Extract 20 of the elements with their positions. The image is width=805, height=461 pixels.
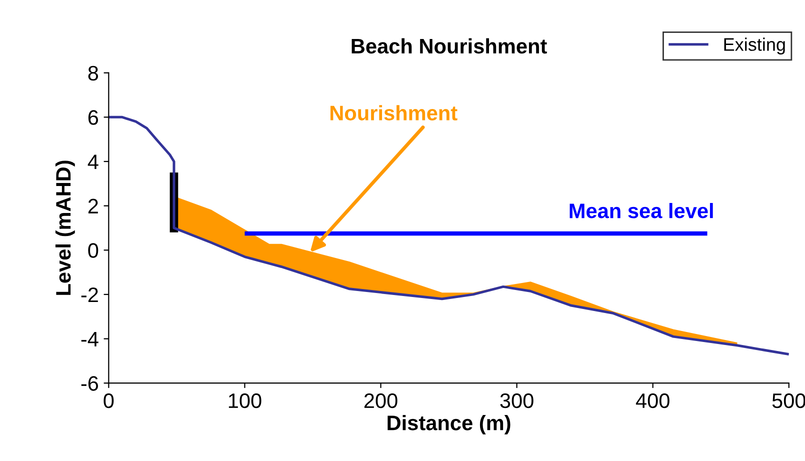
x-tick-label: 300 bbox=[500, 393, 534, 408]
legend-label: Existing bbox=[724, 38, 785, 54]
y-axis-title: Level (mAHD) bbox=[55, 160, 75, 295]
x-tick-label: 500 bbox=[772, 393, 805, 408]
y-tick-label: 0 bbox=[88, 243, 98, 258]
y-tick-label: 8 bbox=[88, 66, 98, 81]
x-tick-label: 400 bbox=[636, 393, 670, 408]
x-tick-label: 200 bbox=[364, 393, 398, 408]
y-tick-label: 6 bbox=[88, 110, 98, 125]
series-label: Mean sea level bbox=[570, 202, 713, 218]
y-tick-label: 2 bbox=[88, 198, 98, 214]
annotation: Nourishment bbox=[330, 105, 458, 120]
y-tick-label: 4 bbox=[88, 154, 98, 170]
chart-title: Beach Nourishment bbox=[352, 38, 547, 54]
y-tick-label: -2 bbox=[81, 287, 98, 302]
x-tick-label: 0 bbox=[104, 393, 114, 408]
y-tick-label: -6 bbox=[81, 376, 98, 391]
y-tick-label: -4 bbox=[81, 332, 98, 346]
x-tick-label: 100 bbox=[228, 393, 262, 408]
x-axis-title: Distance (m) bbox=[388, 415, 510, 434]
